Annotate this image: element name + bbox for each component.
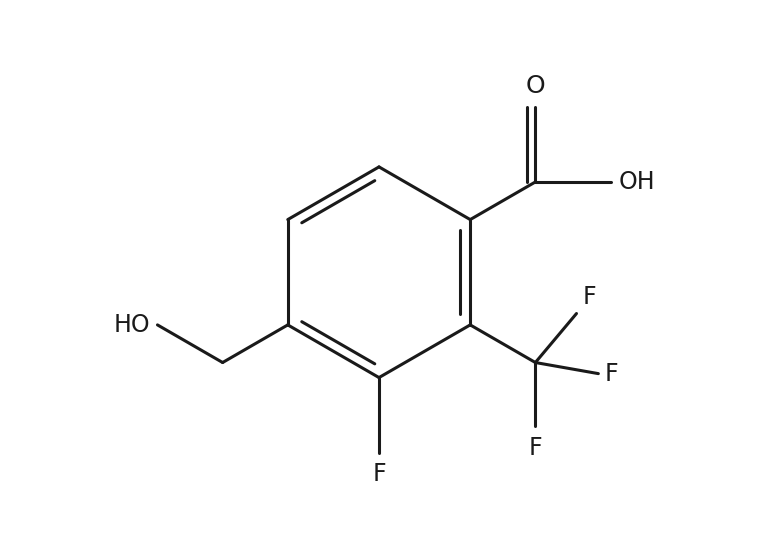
Text: F: F [582,285,596,309]
Text: HO: HO [113,313,150,337]
Text: OH: OH [618,170,655,194]
Text: F: F [528,436,542,459]
Text: F: F [604,362,618,386]
Text: F: F [372,462,386,486]
Text: O: O [525,73,545,98]
